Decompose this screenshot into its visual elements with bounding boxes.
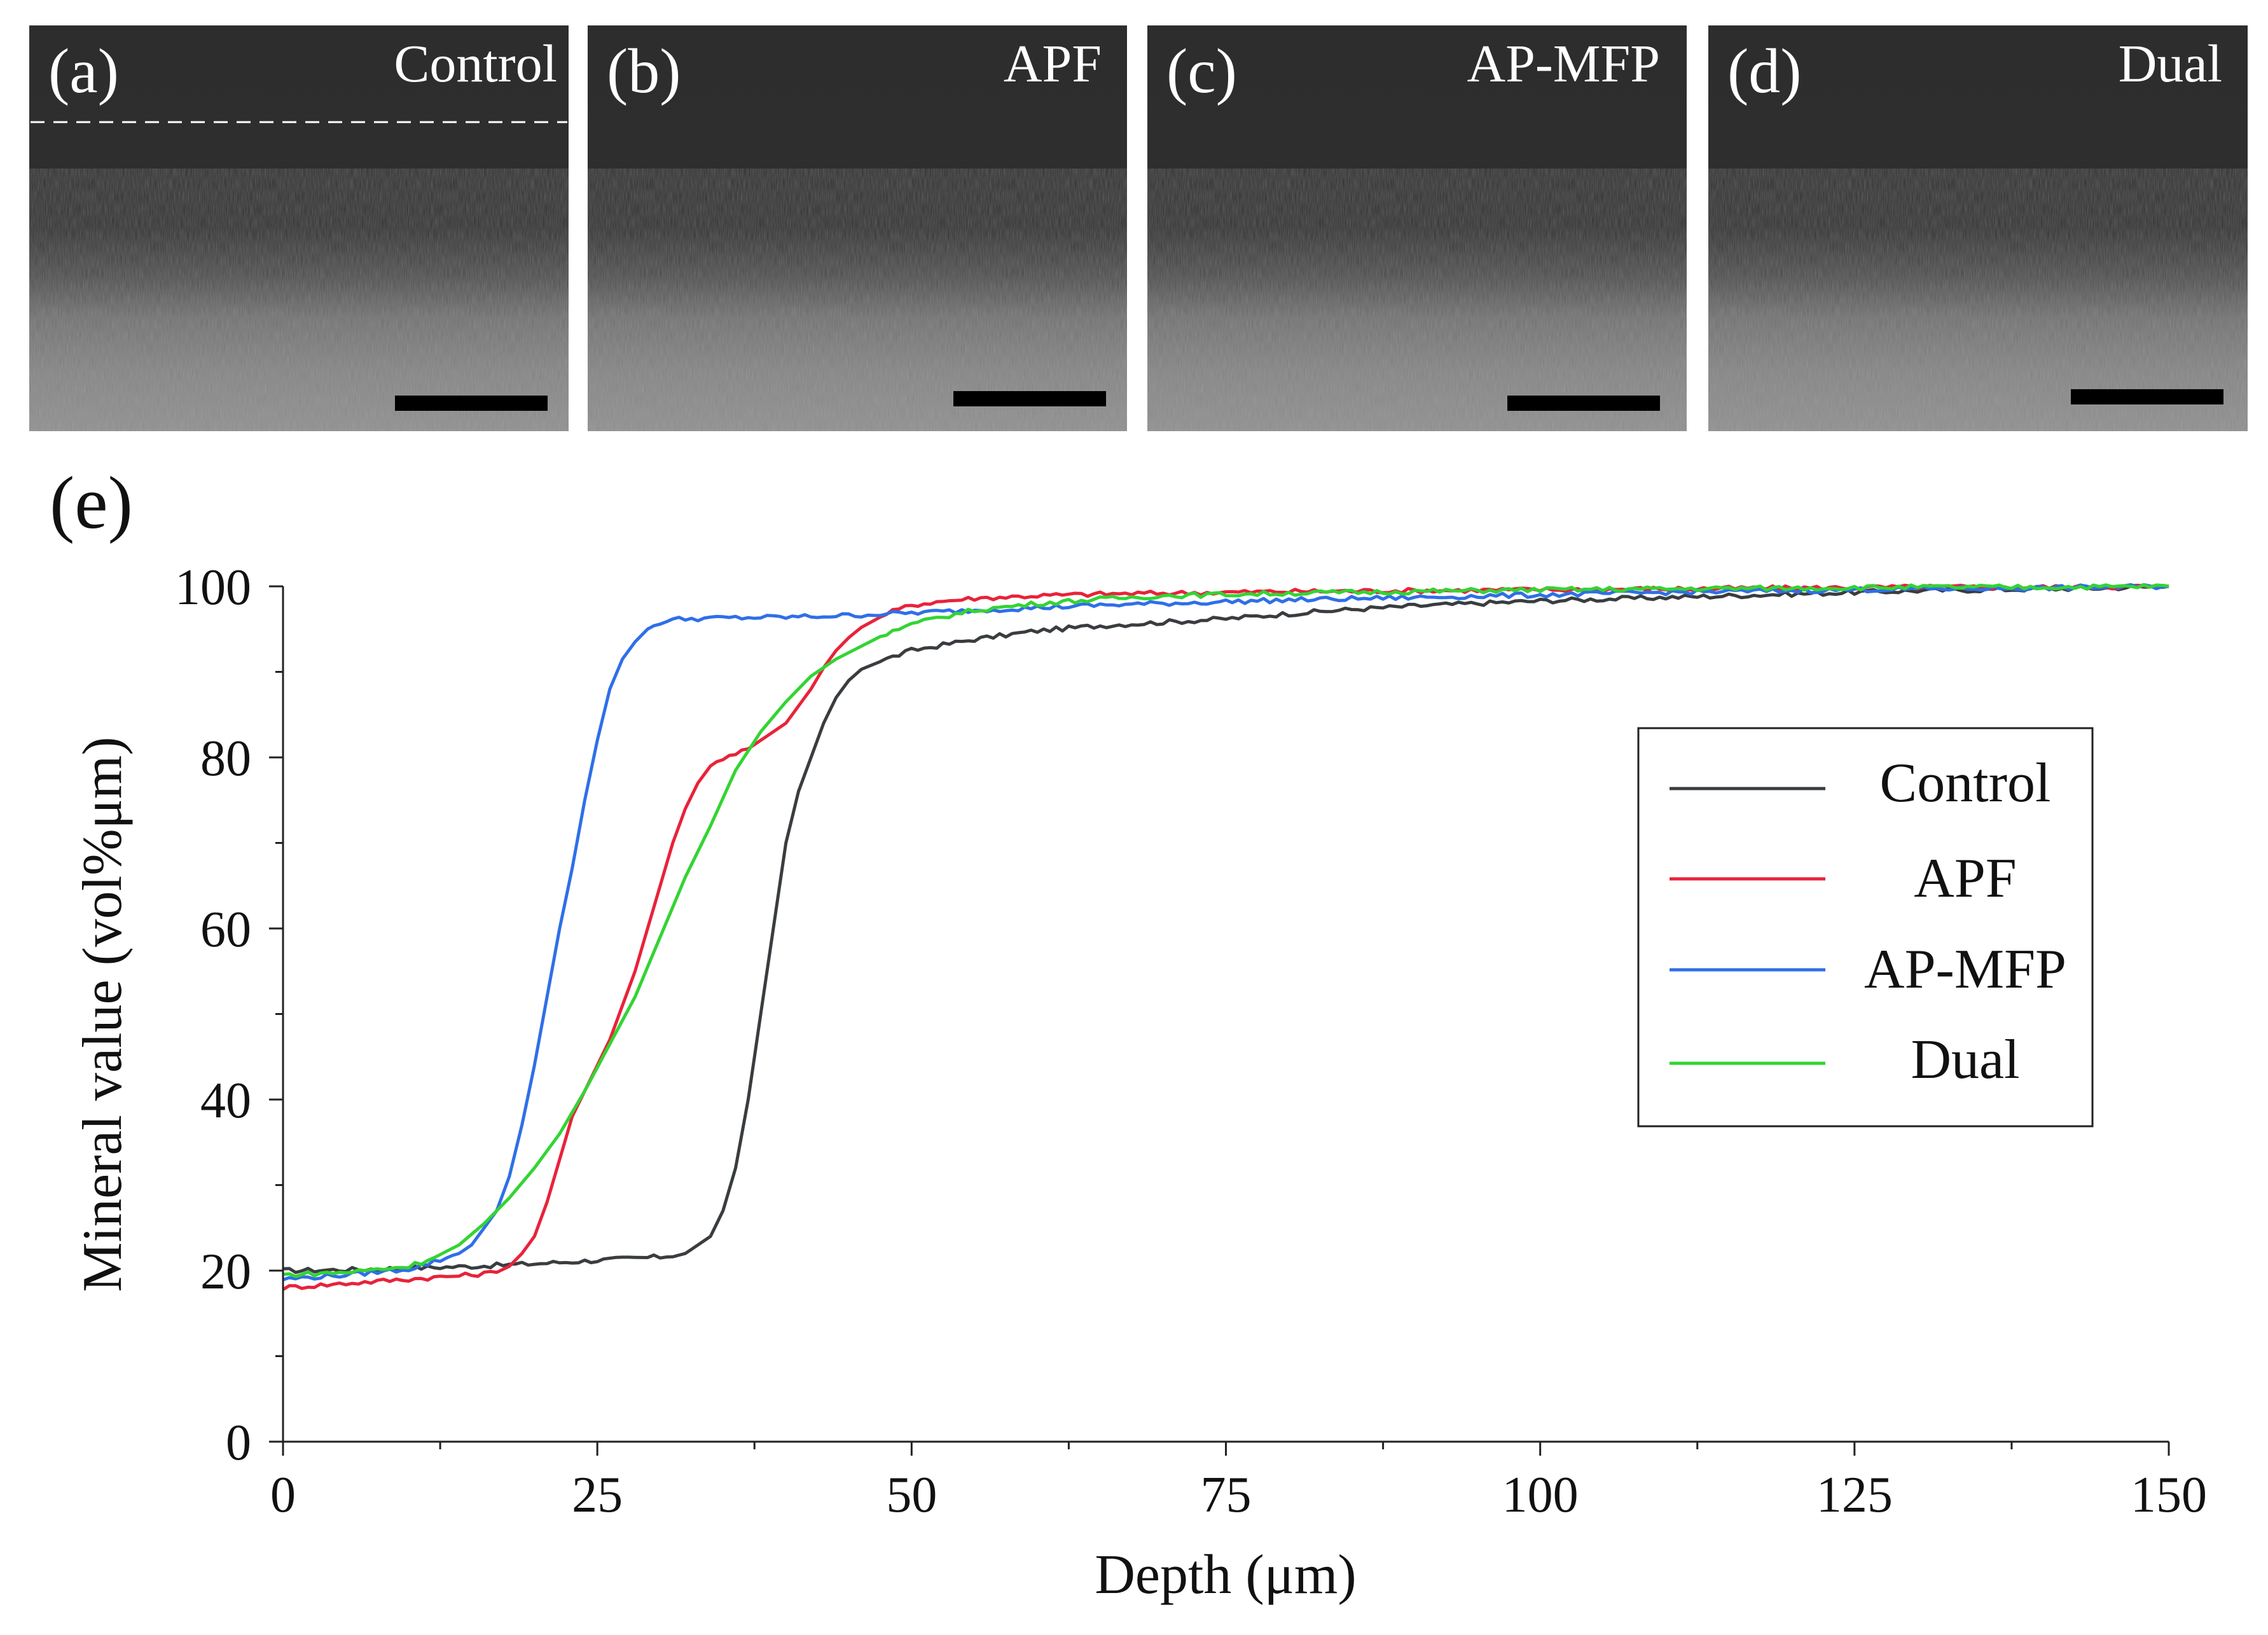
axis-ticks bbox=[269, 585, 2170, 1456]
panel-letter: (d) bbox=[1727, 36, 1802, 106]
line-chart: 0 25 50 75 100 125 150 0 20 40 60 80 100 Depth (μm)… bbox=[72, 560, 2207, 1606]
x-tick-label: 0 bbox=[270, 1467, 296, 1523]
y-tick-label: 20 bbox=[200, 1244, 251, 1300]
legend-label-apf: APF bbox=[1914, 848, 2016, 909]
y-tick-label: 80 bbox=[200, 731, 251, 787]
legend: Control APF AP-MFP Dual bbox=[1637, 727, 2094, 1128]
panel-letter: (b) bbox=[607, 36, 681, 106]
y-axis-label: Mineral value (vol%μm) bbox=[72, 736, 134, 1292]
legend-frame bbox=[1637, 727, 2094, 1128]
chart-panel-letter: (e) bbox=[50, 461, 133, 544]
micrograph-texture bbox=[1147, 169, 1687, 431]
panel-label: APF bbox=[1004, 34, 1102, 93]
x-tick-label: 50 bbox=[886, 1467, 937, 1523]
micrograph-texture bbox=[588, 169, 1127, 431]
panel-label: AP-MFP bbox=[1467, 34, 1660, 93]
y-tick-label: 40 bbox=[200, 1073, 251, 1129]
series-layer bbox=[283, 583, 2169, 1291]
micrograph-panel-c: (c) AP-MFP bbox=[1147, 25, 1687, 431]
plot-frame bbox=[282, 586, 2169, 1443]
x-tick-label: 150 bbox=[2131, 1467, 2207, 1523]
micrograph-texture bbox=[1708, 169, 2248, 431]
panel-letter: (c) bbox=[1166, 36, 1237, 106]
scale-bar bbox=[395, 396, 548, 411]
panel-label: Control bbox=[394, 34, 557, 93]
series-line-dual bbox=[283, 583, 2169, 1278]
micrograph-panel-a: (a) Control bbox=[29, 25, 569, 431]
x-axis-label: Depth (μm) bbox=[1095, 1544, 1356, 1606]
micrograph-panel-d: (d) Dual bbox=[1708, 25, 2248, 431]
scale-bar bbox=[1507, 396, 1660, 411]
y-tick-label: 0 bbox=[226, 1415, 251, 1471]
panel-label: Dual bbox=[2119, 34, 2222, 93]
x-tick-label: 125 bbox=[1816, 1467, 1893, 1523]
y-tick-labels: 0 20 40 60 80 100 bbox=[175, 560, 251, 1471]
legend-label-dual: Dual bbox=[1911, 1029, 2019, 1091]
legend-label-control: Control bbox=[1880, 752, 2051, 814]
x-tick-label: 25 bbox=[572, 1467, 623, 1523]
scale-bar bbox=[2071, 389, 2223, 404]
series-line-control bbox=[283, 584, 2169, 1274]
legend-label-ap-mfp: AP-MFP bbox=[1864, 939, 2066, 1000]
x-tick-labels: 0 25 50 75 100 125 150 bbox=[270, 1467, 2207, 1523]
y-tick-label: 60 bbox=[200, 902, 251, 958]
series-line-ap-mfp bbox=[283, 583, 2169, 1281]
micrograph-panel-b: (b) APF bbox=[588, 25, 1127, 431]
y-tick-label: 100 bbox=[175, 560, 251, 616]
panel-letter: (a) bbox=[48, 36, 119, 106]
x-tick-label: 100 bbox=[1502, 1467, 1579, 1523]
x-tick-label: 75 bbox=[1201, 1467, 1252, 1523]
scale-bar bbox=[953, 391, 1106, 406]
micrograph-texture bbox=[29, 169, 569, 431]
